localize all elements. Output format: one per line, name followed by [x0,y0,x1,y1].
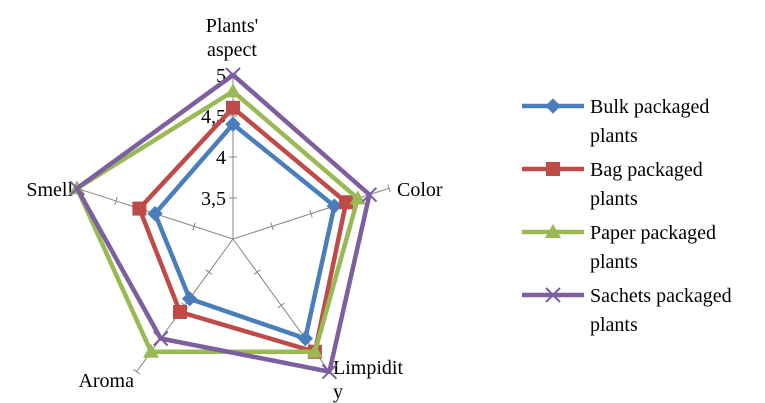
legend-label: Bulk packaged [590,96,709,118]
tick-label: 4 [216,147,226,169]
axis-label: Aroma [78,370,134,392]
axis-label: y [333,381,343,403]
series-4-point [69,180,85,197]
series-2-point [172,304,187,319]
series-3-point [143,343,160,358]
series-1-point [225,116,241,132]
axis-label: Limpidit [333,357,403,379]
series-line-2 [137,105,349,355]
axis-tick [253,269,261,275]
series-2-point [132,201,147,216]
series-3-point [306,343,323,358]
series-2-point [226,100,240,115]
axis-label: Plants' [206,15,259,37]
series-4-point [361,186,378,203]
axis-tick [114,197,118,205]
axis-label: Color [397,179,443,201]
series-1-point [297,330,314,347]
series-3-point [225,83,241,98]
legend-marker-2 [546,162,560,176]
legend-marker-3 [545,224,561,238]
legend-label: Bag packaged [590,159,703,181]
axis-tick [133,368,141,375]
legend-label: Sachets packaged [590,285,732,307]
legend-marker-4 [545,287,561,303]
axis-tick [205,269,213,275]
series-1-point [181,290,198,307]
series-2-point [339,195,354,210]
legend-label: plants [590,125,638,147]
series-line-4 [74,72,372,374]
tick-label: 5 [216,65,226,87]
series-4-point [152,330,169,347]
axis-tick [387,184,391,193]
series-1-point [326,198,343,214]
tick-label: 3,5 [201,188,226,210]
axis-label: aspect [207,39,257,61]
axis-tick [309,209,313,218]
legend-label: plants [590,314,638,336]
legend-label: plants [590,188,638,210]
axis-tick [277,302,285,309]
legend-label: plants [590,251,638,273]
legend-marker-1 [545,98,561,114]
series-4-point [321,363,338,380]
series-1-point [147,205,163,222]
series-line-3 [74,89,361,355]
axis-label: Smell [26,179,73,201]
series-4-point [225,67,241,83]
legend-label: Paper packaged [590,222,716,244]
series-line-1 [152,121,337,341]
axis-tick [270,222,274,231]
axis-tick [192,222,196,231]
